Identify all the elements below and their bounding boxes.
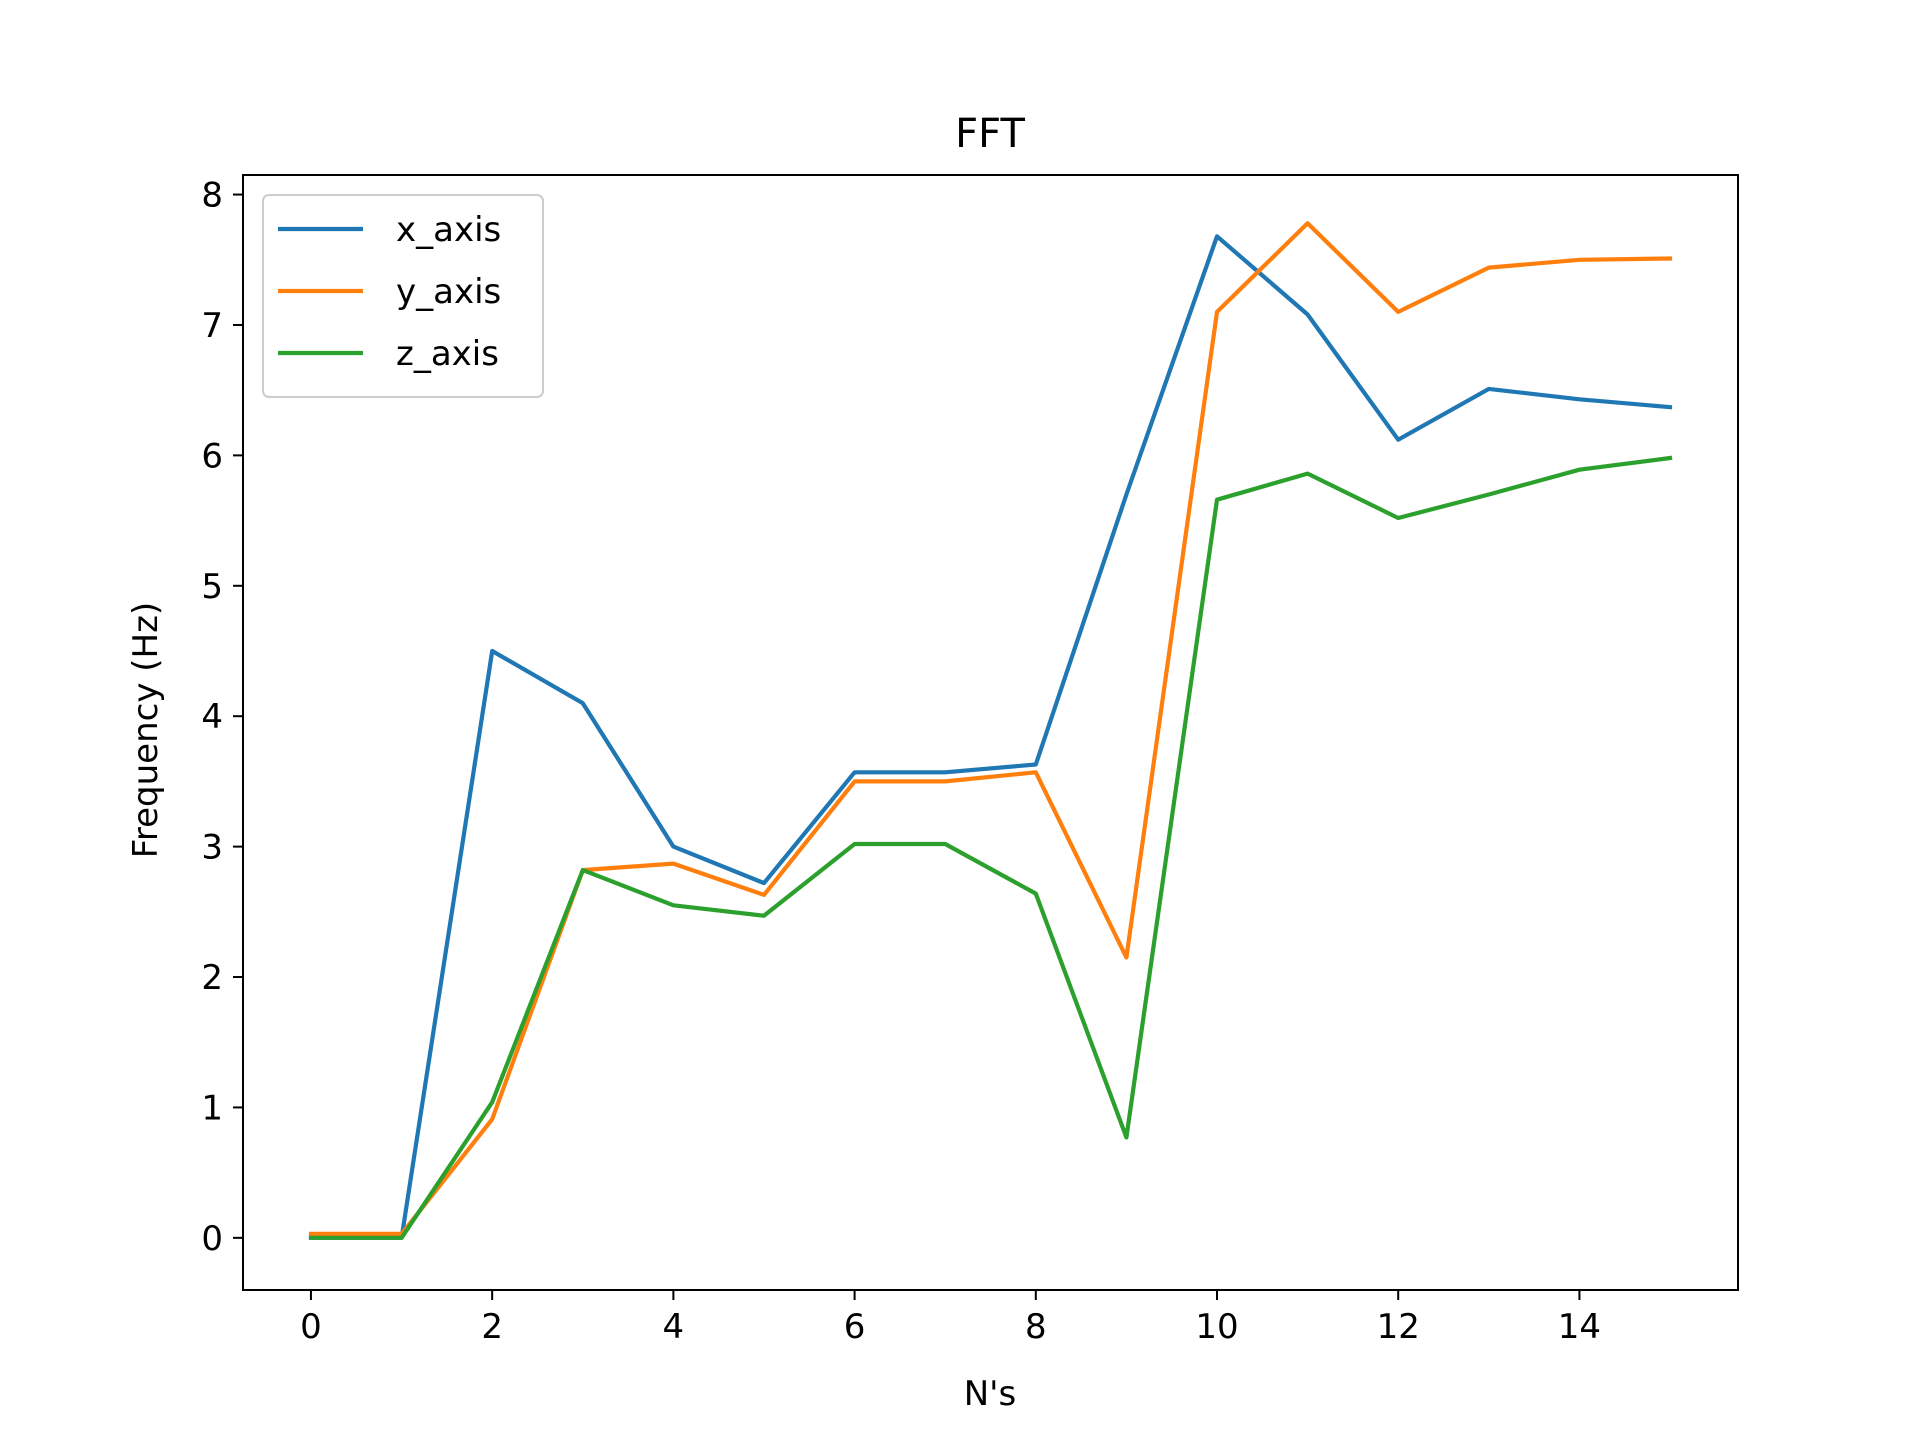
x-tick-label: 14: [1558, 1307, 1601, 1347]
chart-title: FFT: [955, 111, 1025, 157]
x-axis-label: N's: [964, 1374, 1017, 1414]
legend-box: [262, 194, 544, 398]
x-tick-label: 6: [844, 1307, 866, 1347]
series-line-x_axis: [308, 234, 1673, 1240]
y-tick-label: 3: [201, 828, 223, 868]
y-tick-label: 7: [201, 306, 223, 346]
y-tick-label: 2: [201, 958, 223, 998]
x-tick-label: 4: [663, 1307, 685, 1347]
y-axis-label: Frequency (Hz): [126, 602, 166, 858]
x-tick-label: 12: [1377, 1307, 1420, 1347]
legend-label-x_axis: x_axis: [396, 210, 501, 250]
y-tick-label: 6: [201, 436, 223, 476]
legend-label-y_axis: y_axis: [396, 272, 501, 312]
y-tick-label: 1: [201, 1088, 223, 1128]
x-tick-label: 0: [300, 1307, 322, 1347]
plot-frame: [242, 174, 1739, 1291]
x-tick-label: 10: [1195, 1307, 1238, 1347]
series-line-y_axis: [308, 221, 1673, 1237]
y-tick-label: 0: [201, 1219, 223, 1259]
x-tick-label: 2: [481, 1307, 503, 1347]
legend-label-z_axis: z_axis: [396, 334, 499, 374]
y-tick-label: 5: [201, 567, 223, 607]
x-tick-label: 8: [1025, 1307, 1047, 1347]
y-tick-label: 4: [201, 697, 223, 737]
series-line-z_axis: [308, 455, 1673, 1240]
y-tick-label: 8: [201, 176, 223, 216]
